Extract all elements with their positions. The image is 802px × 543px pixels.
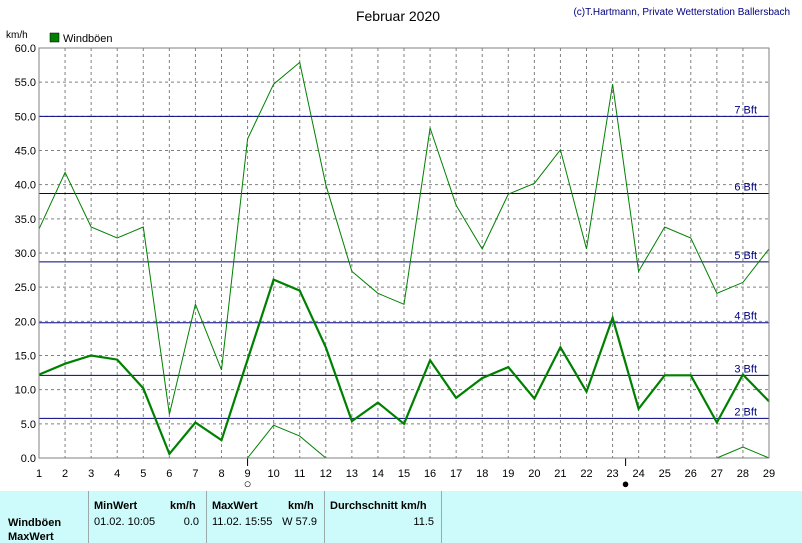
x-tick-label: 1 bbox=[36, 468, 42, 480]
beaufort-lines: 2 Bft 3 Bft 4 Bft 5 Bft 6 Bft 7 Bft bbox=[39, 104, 769, 419]
x-tick-label: 23 bbox=[606, 468, 618, 480]
min-value: 0.0 bbox=[183, 516, 199, 528]
x-tick-label: 12 bbox=[320, 468, 332, 480]
y-tick-labels: 0.0 5.0 10.0 15.0 20.0 25.0 30.0 35.0 40.0 45.0 50… bbox=[15, 43, 36, 465]
row-label-2: MaxWert bbox=[8, 531, 54, 543]
x-tick-label: 6 bbox=[166, 468, 172, 480]
beaufort-label: 7 Bft bbox=[734, 104, 757, 116]
x-tick-label: 22 bbox=[580, 468, 592, 480]
x-tick-label: 14 bbox=[372, 468, 384, 480]
legend-swatch bbox=[49, 32, 60, 43]
x-tick-label: 5 bbox=[140, 468, 146, 480]
x-tick-label: 29 bbox=[763, 468, 775, 480]
row-label: Windböen bbox=[8, 517, 62, 529]
wind-gust-chart: Februar 2020 (c)T.Hartmann, Private Wett… bbox=[6, 7, 790, 491]
x-tick-label: 7 bbox=[192, 468, 198, 480]
x-tick-label: 2 bbox=[62, 468, 68, 480]
max-datetime: 11.02. 15:55 bbox=[212, 516, 273, 528]
full-moon-icon: ○ bbox=[244, 476, 252, 491]
x-tick-label: 8 bbox=[218, 468, 224, 480]
grid bbox=[38, 47, 770, 459]
beaufort-label: 2 Bft bbox=[734, 406, 757, 418]
y-tick-label: 60.0 bbox=[15, 43, 36, 55]
beaufort-label: 3 Bft bbox=[734, 363, 757, 375]
x-tick-label: 25 bbox=[659, 468, 671, 480]
y-tick-label: 25.0 bbox=[15, 282, 36, 294]
x-tick-label: 20 bbox=[528, 468, 540, 480]
y-tick-label: 40.0 bbox=[15, 180, 36, 192]
x-tick-label: 19 bbox=[502, 468, 514, 480]
x-tick-label: 17 bbox=[450, 468, 462, 480]
x-tick-label: 24 bbox=[633, 468, 645, 480]
series-line-min bbox=[716, 446, 770, 459]
series-line-min bbox=[247, 424, 327, 459]
x-tick-label: 13 bbox=[346, 468, 358, 480]
moon-phases: ○ ● bbox=[244, 458, 630, 491]
x-tick-label: 11 bbox=[294, 468, 305, 480]
x-tick-label: 4 bbox=[114, 468, 120, 480]
y-tick-label: 0.0 bbox=[21, 453, 36, 465]
series-line-mean bbox=[38, 278, 770, 457]
y-tick-label: 35.0 bbox=[15, 214, 36, 226]
x-tick-label: 9 bbox=[245, 468, 251, 480]
x-tick-label: 26 bbox=[685, 468, 697, 480]
y-tick-label: 20.0 bbox=[15, 316, 36, 328]
legend-label: Windböen bbox=[63, 33, 113, 45]
x-tick-label: 21 bbox=[554, 468, 566, 480]
y-tick-label: 45.0 bbox=[15, 146, 36, 158]
average-header: Durchschnitt km/h bbox=[330, 500, 427, 512]
x-tick-label: 27 bbox=[711, 468, 723, 480]
beaufort-label: 4 Bft bbox=[734, 311, 757, 323]
y-tick-label: 15.0 bbox=[15, 351, 36, 363]
average-value: 11.5 bbox=[413, 516, 434, 528]
y-tick-label: 50.0 bbox=[15, 111, 36, 123]
new-moon-icon: ● bbox=[622, 476, 630, 491]
min-unit: km/h bbox=[170, 500, 196, 512]
min-datetime: 01.02. 10:05 bbox=[94, 516, 156, 528]
x-tick-labels: 1 2 3 4 5 6 7 8 9 10 11 12 13 14 15 16 17 18 19 20 21 22 23 24 2… bbox=[36, 468, 775, 480]
series-line-max bbox=[38, 61, 770, 415]
x-tick-label: 3 bbox=[88, 468, 94, 480]
x-tick-label: 18 bbox=[476, 468, 488, 480]
x-tick-label: 15 bbox=[398, 468, 410, 480]
max-header: MaxWert bbox=[212, 500, 258, 512]
min-header: MinWert bbox=[94, 500, 138, 512]
beaufort-label: 5 Bft bbox=[734, 250, 757, 262]
plot-frame bbox=[38, 47, 770, 459]
beaufort-label: 6 Bft bbox=[734, 182, 757, 194]
y-tick-label: 30.0 bbox=[15, 248, 36, 260]
x-tick-label: 16 bbox=[424, 468, 436, 480]
max-value: W 57.9 bbox=[282, 516, 317, 528]
max-unit: km/h bbox=[288, 500, 314, 512]
y-tick-label: 10.0 bbox=[15, 385, 36, 397]
y-axis-unit: km/h bbox=[6, 30, 28, 41]
plot-area bbox=[38, 61, 770, 459]
x-tick-label: 10 bbox=[268, 468, 280, 480]
copyright-text: (c)T.Hartmann, Private Wetterstation Bal… bbox=[573, 7, 790, 18]
statistics-panel: Windböen MaxWert MinWert km/h 01.02. 10:… bbox=[0, 491, 802, 543]
chart-title: Februar 2020 bbox=[356, 8, 440, 24]
y-tick-label: 5.0 bbox=[21, 419, 36, 431]
y-tick-label: 55.0 bbox=[15, 77, 36, 89]
x-tick-label: 28 bbox=[737, 468, 749, 480]
